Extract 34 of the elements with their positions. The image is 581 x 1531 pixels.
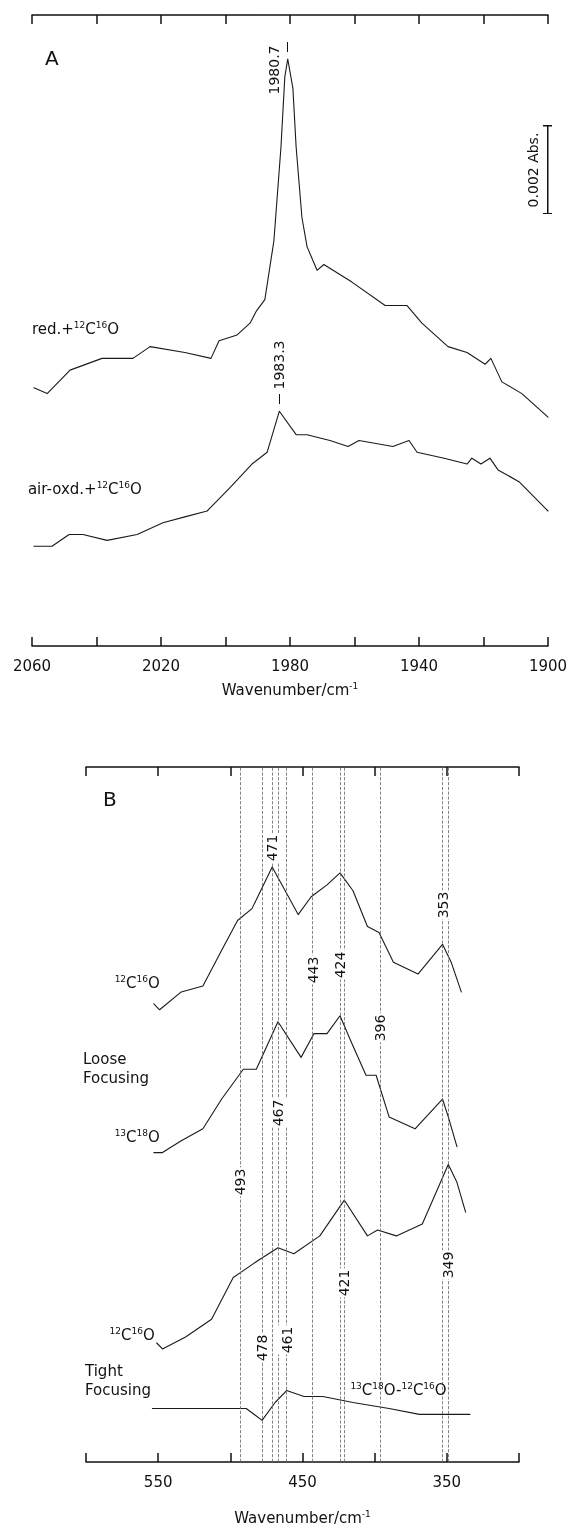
series-label: red.+$^{12}$C$^{16}$O xyxy=(31,319,120,338)
text: air-oxd.+$^{12}$C$^{16}$O xyxy=(27,480,142,499)
x-tick-label: 1900 xyxy=(528,656,568,675)
chart-title: A xyxy=(45,46,59,70)
ref-line-label: 349 xyxy=(439,1250,458,1280)
x-axis-title: Wavenumber/cm$^{-1}$ xyxy=(234,1509,371,1527)
x-tick-label: 450 xyxy=(288,1472,317,1491)
x-tick-label: 2020 xyxy=(141,656,181,675)
x-axis-title: Wavenumber/cm$^{-1}$ xyxy=(221,681,359,699)
ref-line-label: 471 xyxy=(263,833,282,863)
chart-title: B xyxy=(103,787,117,811)
ref-line-label: 424 xyxy=(331,950,350,980)
x-tick-label: 350 xyxy=(432,1472,462,1491)
ref-line-label: 396 xyxy=(371,1013,390,1043)
annotation: Loose Focusing xyxy=(83,1050,151,1088)
annotation: Tight Focusing xyxy=(85,1362,153,1400)
ref-line-label: 443 xyxy=(303,955,322,985)
series-label: $^{12}$C$^{16}$O xyxy=(114,973,160,992)
x-tick-label: 2060 xyxy=(12,656,52,675)
annotation: 1983.3 xyxy=(271,340,288,390)
ref-line-label: 421 xyxy=(335,1268,354,1298)
series-label: $^{13}$C$^{18}$O-$^{12}$C$^{16}$O xyxy=(350,1381,447,1400)
series-label: $^{13}$C$^{18}$O xyxy=(114,1127,160,1146)
ref-line-label: 461 xyxy=(277,1325,296,1355)
series-label: $^{12}$C$^{16}$O xyxy=(109,1325,155,1344)
ref-line-label: 467 xyxy=(268,1098,287,1128)
ref-line-label: 493 xyxy=(231,1167,250,1197)
annotation: 0.002 Abs. xyxy=(525,132,541,207)
x-tick-label: 1940 xyxy=(399,656,439,675)
x-tick-label: 1980 xyxy=(270,656,310,675)
ref-line-label: 478 xyxy=(253,1333,272,1363)
ref-line-label: 353 xyxy=(433,890,452,920)
x-tick-label: 550 xyxy=(143,1472,173,1491)
annotation: 1980.7 xyxy=(265,45,282,95)
